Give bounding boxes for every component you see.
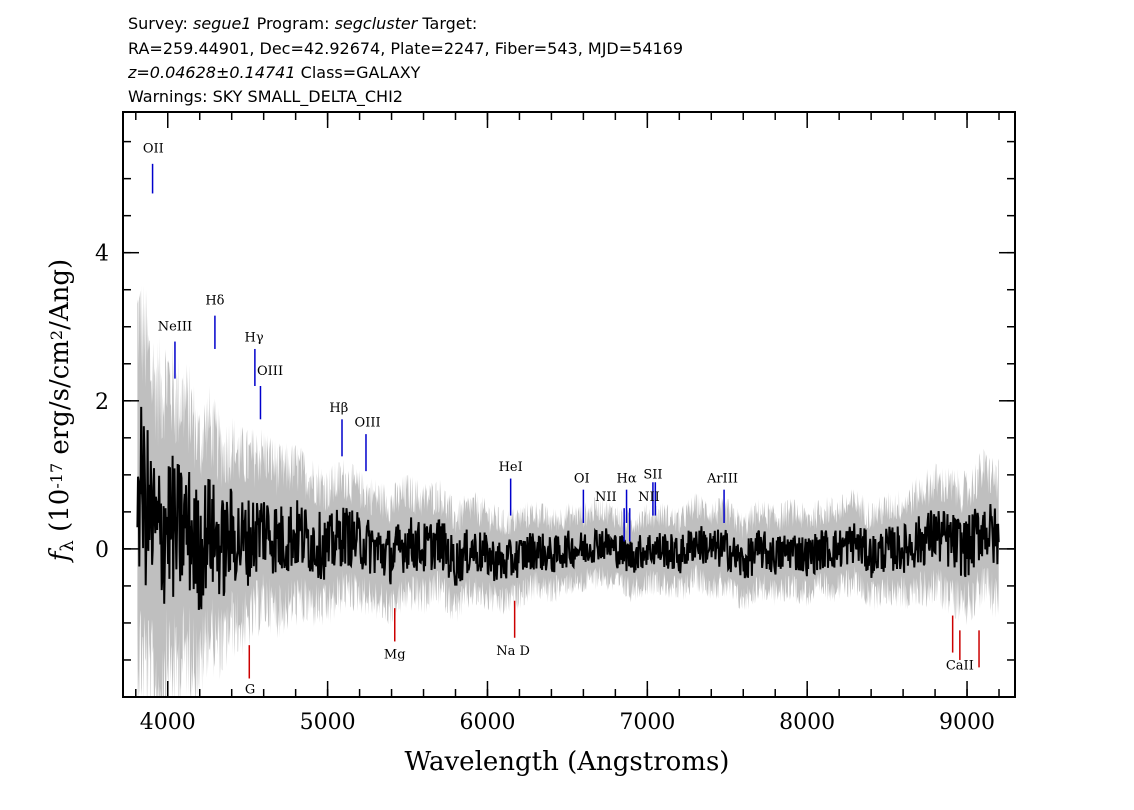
- target-label: Target:: [422, 14, 478, 33]
- spectral-line-label: CaII: [946, 659, 974, 674]
- spectral-line-label: OIII: [257, 364, 283, 379]
- survey-label: Survey:: [128, 14, 188, 33]
- y-axis-title-text: fλ (10-17 erg/s/cm2/Ang): [45, 259, 78, 563]
- header-line-3: z=0.04628±0.14741 Class=GALAXY: [128, 63, 420, 83]
- program-value: segcluster: [334, 14, 418, 33]
- y-tick-label: 0: [95, 538, 109, 563]
- survey-value: segue1: [192, 14, 252, 33]
- spectrum-line: [136, 406, 1000, 611]
- plot-area: [136, 285, 1000, 697]
- spectral-line-label: Hα: [616, 471, 636, 486]
- x-tick-label: 7000: [619, 710, 675, 735]
- y-tick-label: 2: [95, 390, 109, 415]
- x-tick-label: 5000: [300, 710, 356, 735]
- spectral-line-label: OI: [574, 471, 590, 486]
- program-label: Program:: [256, 14, 330, 33]
- spectral-line-label: OII: [143, 142, 164, 157]
- spectral-line-label: G: [245, 682, 255, 697]
- spectral-line-label: Hγ: [245, 331, 264, 346]
- x-tick-label: 9000: [939, 710, 995, 735]
- spectral-line-label: NII: [595, 490, 617, 505]
- plot-frame: [122, 111, 1016, 698]
- x-axis-title: Wavelength (Angstroms): [405, 747, 730, 777]
- spectral-line-label: Mg: [384, 647, 406, 662]
- noise-band: [137, 285, 999, 697]
- x-tick-label: 6000: [459, 710, 515, 735]
- spectral-line-label: ArIII: [706, 471, 738, 486]
- spectral-line-label: Hδ: [205, 294, 224, 309]
- spectral-line-label: NeIII: [158, 319, 192, 334]
- spectral-line-label: Na D: [496, 644, 530, 659]
- class-value: Class=GALAXY: [300, 63, 421, 82]
- y-axis-title: fλ (10-17 erg/s/cm2/Ang): [45, 259, 78, 563]
- header-line-2: RA=259.44901, Dec=42.92674, Plate=2247, …: [128, 39, 684, 58]
- y-tick-label: 4: [95, 242, 109, 267]
- spectral-line-label: SII: [643, 468, 662, 483]
- x-tick-label: 8000: [779, 710, 835, 735]
- redshift-value: z=0.04628±0.14741: [128, 63, 296, 82]
- x-tick-label: 4000: [140, 710, 196, 735]
- spectral-line-label: OIII: [355, 416, 381, 431]
- axes: 4000 5000 6000 7000 8000 9000 0 2 4: [95, 111, 1016, 735]
- spectral-line-label: NII: [638, 490, 660, 505]
- header-line-1: Survey: segue1 Program: segcluster Targe…: [128, 14, 477, 34]
- warnings-line: Warnings: SKY SMALL_DELTA_CHI2: [128, 87, 403, 106]
- spectral-line-label: Hβ: [329, 401, 348, 416]
- spectral-line-label: HeI: [499, 460, 523, 475]
